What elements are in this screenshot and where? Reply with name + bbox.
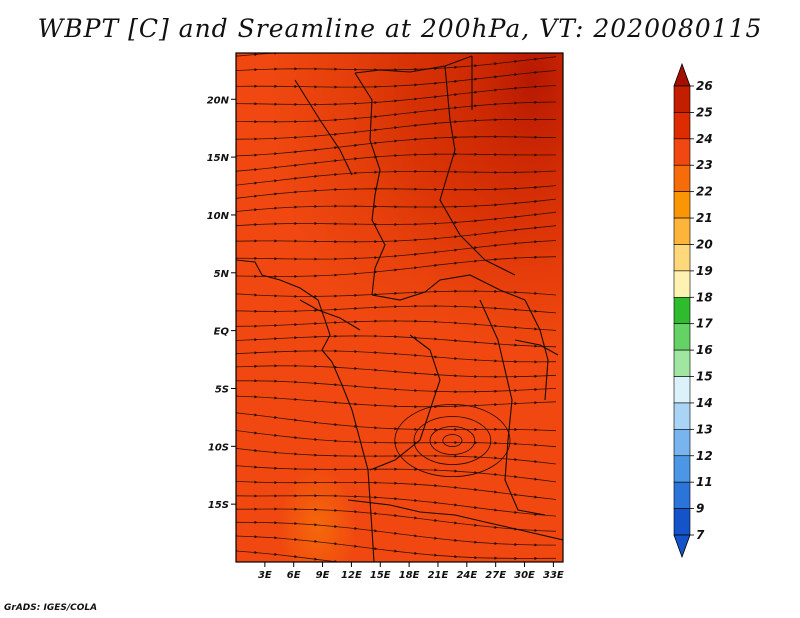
colorbar-segment <box>673 508 691 536</box>
streamline <box>236 185 557 201</box>
streamline <box>236 211 557 228</box>
colorbar-segment <box>673 164 691 192</box>
streamline <box>236 198 557 214</box>
lon-tick-label: 3E <box>258 570 272 581</box>
colorbar-label: 11 <box>696 475 713 489</box>
colorbar-segment <box>673 402 691 430</box>
lon-tick-label: 21E <box>428 570 449 581</box>
colorbar-segment <box>673 270 691 298</box>
colorbar-label: 20 <box>696 237 713 251</box>
streamline <box>236 395 557 409</box>
colorbar-segment <box>673 429 691 457</box>
colorbar-label: 25 <box>696 105 713 119</box>
circulation-ring <box>394 404 511 477</box>
colorbar-label: 24 <box>696 132 713 146</box>
colorbar-segment <box>673 455 691 483</box>
lon-tick-label: 18E <box>399 570 420 581</box>
streamline <box>236 364 557 379</box>
lat-tick-label: 15S <box>208 500 229 511</box>
circulation-ring <box>429 426 476 455</box>
colorbar-label: 7 <box>696 528 705 542</box>
colorbar-label: 22 <box>696 185 713 199</box>
streamline <box>231 568 556 586</box>
streamline <box>236 349 557 364</box>
colorbar-label: 15 <box>696 370 713 384</box>
lat-tick-label: 10N <box>207 211 230 222</box>
colorbar-bottom-arrow <box>673 534 691 559</box>
colorbar-segment <box>673 244 691 272</box>
colorbar-top-arrow <box>673 62 691 87</box>
colorbar-segment <box>673 191 691 219</box>
colorbar-label: 13 <box>696 422 713 436</box>
streamline <box>236 304 557 314</box>
streamline <box>236 319 557 331</box>
country-borders <box>236 55 563 562</box>
streamline <box>236 549 538 562</box>
colorbar-segment <box>673 112 691 140</box>
streamline <box>236 379 557 394</box>
colorbar-label: 12 <box>696 449 713 463</box>
lon-tick-label: 27E <box>485 570 506 581</box>
colorbar-label: 21 <box>696 211 713 225</box>
map-frame <box>235 52 564 563</box>
chart-title: WBPT [C] and Sreamline at 200hPa, VT: 20… <box>37 14 763 43</box>
colorbar-segment <box>673 138 691 166</box>
lon-tick-label: 24E <box>456 570 477 581</box>
colorbar-label: 26 <box>696 79 713 93</box>
streamlines <box>231 53 557 586</box>
map-plot-area <box>231 53 563 586</box>
streamline <box>236 463 557 483</box>
lat-tick-label: 20N <box>207 95 230 106</box>
colorbar-segment <box>673 217 691 245</box>
cyclonic-circulation <box>394 404 511 477</box>
circulation-ring <box>442 434 463 447</box>
lat-tick-label: 5N <box>214 269 230 280</box>
colorbar-segment <box>673 376 691 404</box>
colorbar-segment <box>673 85 691 113</box>
colorbar-label: 14 <box>696 396 713 410</box>
colorbar-label: 16 <box>696 343 713 357</box>
streamline <box>236 428 557 448</box>
colorbar-label: 17 <box>696 317 713 331</box>
lon-tick-label: 9E <box>316 570 330 581</box>
colorbar-segment <box>673 481 691 509</box>
colorbar-segment <box>673 349 691 377</box>
cool-patch-sw <box>236 53 563 562</box>
lat-tick-label: EQ <box>214 327 230 338</box>
colorbar-segment <box>673 323 691 351</box>
lon-tick-label: 15E <box>370 570 391 581</box>
longitude-axis: 3E 6E 9E 12E 15E 18E 21E 24E 27E 30E 33E <box>258 562 564 581</box>
lon-tick-label: 12E <box>341 570 362 581</box>
streamline <box>236 255 557 279</box>
lon-tick-label: 6E <box>287 570 301 581</box>
circulation-ring <box>413 416 492 465</box>
colorbar: 26 25 24 23 22 21 20 19 18 17 16 15 14 13 12 11 9 7 <box>673 62 713 559</box>
streamline <box>236 169 557 187</box>
streamline <box>236 446 557 465</box>
colorbar-label: 9 <box>696 502 704 516</box>
lat-tick-label: 10S <box>208 442 229 453</box>
colorbar-label: 23 <box>696 158 713 172</box>
streamline <box>236 152 557 173</box>
grads-footer: GrADS: IGES/COLA <box>4 603 98 613</box>
lon-tick-label: 30E <box>514 570 535 581</box>
colorbar-segment <box>673 296 691 325</box>
streamline <box>236 289 557 299</box>
streamline <box>236 479 557 500</box>
lat-tick-label: 5S <box>215 384 229 395</box>
latitude-axis: 20N 15N 10N 5N EQ 5S 10S 15S <box>207 95 236 511</box>
lat-tick-label: 15N <box>207 153 230 164</box>
colorbar-label: 18 <box>696 290 713 304</box>
lon-tick-label: 33E <box>543 570 564 581</box>
colorbar-label: 19 <box>696 264 713 278</box>
streamline <box>236 56 557 73</box>
